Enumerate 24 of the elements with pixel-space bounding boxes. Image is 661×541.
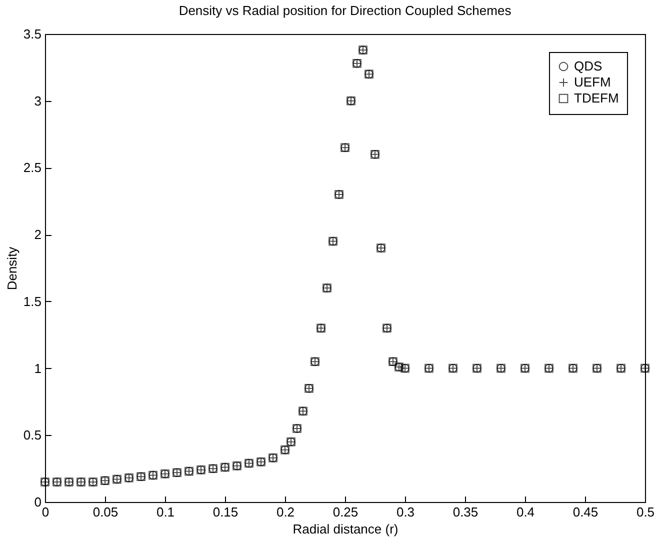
y-tick-label: 1 — [34, 360, 42, 376]
y-tick-label: 0.5 — [23, 428, 42, 443]
x-axis-title: Radial distance (r) — [292, 522, 398, 536]
y-tick-label: 2.5 — [23, 160, 42, 176]
x-tick-label: 0.1 — [156, 504, 175, 520]
x-tick-label: 0.05 — [92, 504, 118, 520]
legend-label: QDS — [574, 58, 602, 74]
y-tick-label: 0 — [34, 494, 42, 510]
y-tick-label: 3.5 — [23, 26, 42, 42]
x-tick-label: 0.25 — [332, 504, 358, 520]
x-tick-label: 0.15 — [212, 504, 238, 520]
y-axis-title: Density — [4, 246, 20, 290]
x-tick-label: 0.35 — [452, 504, 478, 520]
x-tick-label: 0.5 — [636, 504, 655, 520]
y-tick-label: 3 — [34, 93, 42, 108]
x-tick-label: 0.4 — [516, 504, 535, 520]
x-tick-label: 0.2 — [276, 504, 295, 520]
chart-title: Density vs Radial position for Direction Coupled Schemes — [178, 3, 512, 18]
legend-label: TDEFM — [574, 90, 619, 106]
x-tick-label: 0.3 — [396, 504, 415, 520]
x-tick-label: 0.45 — [572, 504, 598, 520]
y-tick-label: 1.5 — [23, 294, 42, 309]
legend-label: UEFM — [574, 74, 611, 90]
y-tick-label: 2 — [34, 227, 42, 242]
